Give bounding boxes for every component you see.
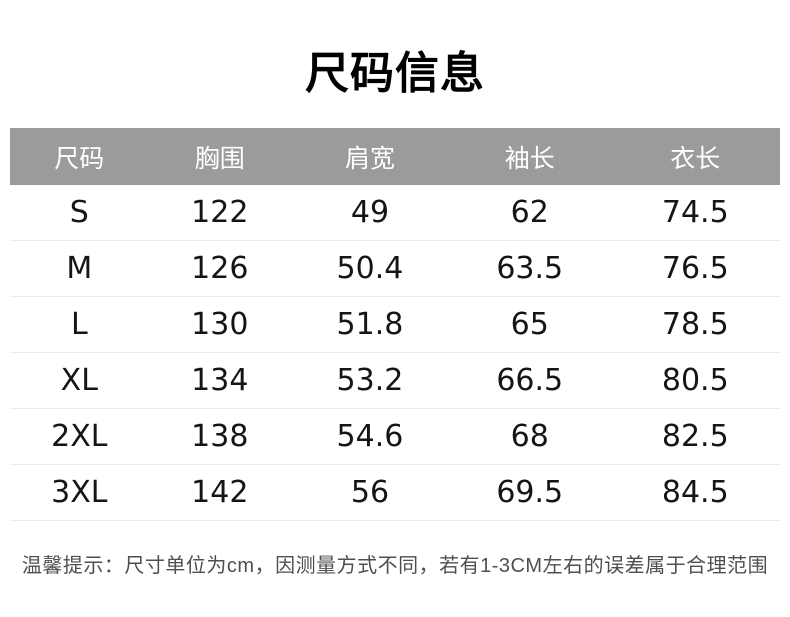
table-cell: 66.5: [496, 363, 564, 398]
size-table-header-row: 尺码 胸围 肩宽 袖长 衣长: [10, 128, 780, 185]
table-cell: 130: [191, 307, 249, 342]
table-cell: 53.2: [336, 363, 404, 398]
table-cell: 50.4: [336, 251, 404, 286]
table-cell: 142: [191, 475, 249, 510]
table-cell: L: [70, 307, 88, 342]
table-cell: 65: [510, 307, 549, 342]
table-cell: 80.5: [661, 363, 729, 398]
column-header-4: 衣长: [670, 144, 721, 173]
size-table-body: S 122 49 62 74.5 M 126 50.4 63.5 76.5 L 130 51.8 65 78…: [10, 185, 780, 521]
table-row: S 122 49 62 74.5: [10, 185, 780, 241]
table-cell: 3XL: [51, 475, 108, 510]
table-row: 3XL 142 56 69.5 84.5: [10, 465, 780, 521]
table-cell: 134: [191, 363, 249, 398]
table-cell: 49: [350, 195, 390, 230]
table-cell: 68: [510, 419, 549, 454]
table-cell: 56: [350, 475, 390, 510]
table-cell: XL: [60, 363, 98, 398]
table-cell: M: [66, 251, 93, 286]
table-cell: 69.5: [496, 475, 564, 510]
table-cell: 122: [191, 195, 249, 230]
table-cell: 62: [510, 195, 549, 230]
table-cell: 2XL: [51, 419, 108, 454]
column-header-2: 肩宽: [344, 144, 395, 173]
size-table: 尺码 胸围 肩宽 袖长 衣长 S 122 49 62 74.5 M 126 50.4 63.5 76.5 L…: [10, 128, 780, 521]
table-cell: 82.5: [661, 419, 729, 454]
table-cell: 74.5: [661, 195, 729, 230]
table-cell: 63.5: [496, 251, 564, 286]
table-cell: 126: [191, 251, 249, 286]
table-cell: 76.5: [661, 251, 729, 286]
table-row: L 130 51.8 65 78.5: [10, 297, 780, 353]
page-title: 尺码信息: [305, 49, 485, 98]
table-cell: 84.5: [661, 475, 729, 510]
table-cell: 54.6: [336, 419, 404, 454]
table-cell: 51.8: [336, 307, 404, 342]
table-cell: S: [69, 195, 89, 230]
column-header-3: 袖长: [504, 144, 555, 173]
table-row: M 126 50.4 63.5 76.5: [10, 241, 780, 297]
table-cell: 78.5: [661, 307, 729, 342]
measurement-note: 温馨提示：尺寸单位为cm，因测量方式不同，若有1-3CM左右的误差属于合理范围: [21, 555, 769, 577]
column-header-1: 胸围: [194, 144, 245, 173]
table-row: XL 134 53.2 66.5 80.5: [10, 353, 780, 409]
column-header-0: 尺码: [54, 144, 105, 173]
table-row: 2XL 138 54.6 68 82.5: [10, 409, 780, 465]
table-cell: 138: [191, 419, 249, 454]
